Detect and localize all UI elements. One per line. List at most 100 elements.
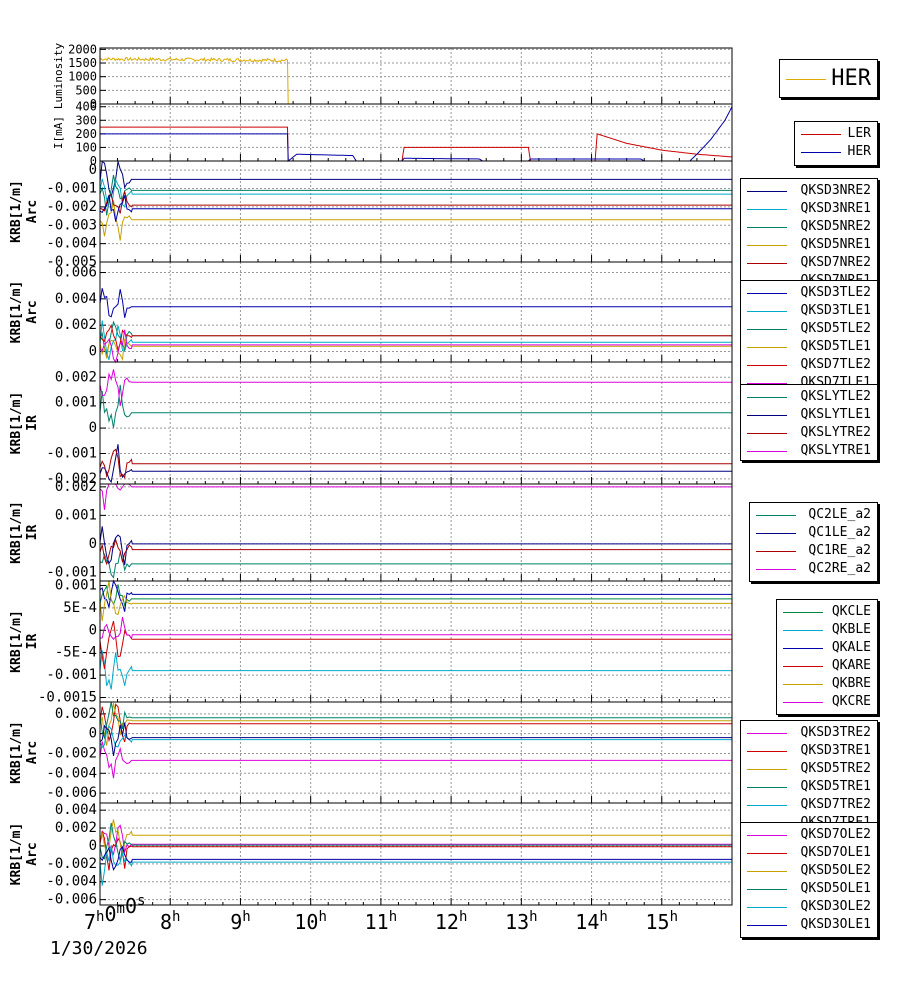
legend-swatch (747, 329, 787, 330)
y-tick-label: -0.004 (46, 236, 97, 252)
y-tick-label: 0.002 (55, 706, 97, 722)
y-axis-label: KRB[1/m] (9, 501, 24, 564)
series-QKSD3TLE1 (99, 320, 732, 360)
series-HER (99, 56, 732, 105)
series-QKSD3TLE2 (99, 288, 732, 318)
legend-swatch (783, 666, 823, 667)
legend-label: QKSD7NRE2 (800, 255, 871, 270)
legend-entry: QKSD5OLE2 (741, 862, 877, 880)
legend-swatch (747, 451, 787, 452)
legend-label: QKSD3OLE1 (800, 917, 871, 932)
legend-swatch (747, 835, 787, 836)
legend-entry: HER (795, 143, 877, 161)
y-axis-label: IR (25, 415, 40, 431)
y-axis-label: KRB[1/m] (9, 392, 24, 455)
y-tick-label: 0.002 (55, 479, 97, 495)
legend-label: QKBLE (831, 622, 871, 637)
legend-entry: QKSD5TLE2 (741, 320, 877, 338)
y-tick-label: -0.002 (46, 745, 97, 761)
series-QKCLE (99, 584, 732, 608)
legend-swatch (747, 433, 787, 434)
series-QKSD5TRE1 (99, 701, 732, 740)
legend-swatch (747, 383, 787, 384)
y-axis-label: KRB[1/m] (9, 281, 24, 344)
legend-swatch (747, 365, 787, 366)
panel-ir1: 0.002 0.001 0 -0.001 -0.002 KRB[1/m] IR (9, 361, 733, 487)
series-QKSD7NRE2 (99, 191, 732, 214)
legend-entry: QKSD3TLE1 (741, 302, 877, 320)
y-axis-label: Arc (25, 300, 40, 323)
x-tick-label: 9h (230, 909, 250, 934)
y-tick-label: 1000 (68, 70, 97, 84)
legend-ir1: QKSLYTLE2 QKSLYTLE1 QKSLYTRE2 QKSLYTRE1 (740, 384, 878, 461)
legend-entry: QKSD5OLE1 (741, 880, 877, 898)
legend-swatch (783, 648, 823, 649)
x-tick-label: 10h (294, 909, 327, 934)
legend-swatch (756, 569, 796, 570)
legend-swatch (756, 551, 796, 552)
legend-swatch (747, 787, 787, 788)
legend-entry: QC2RE_a2 (750, 560, 877, 578)
legend-label: QKSLYTLE1 (800, 407, 871, 422)
series-LER (100, 126, 733, 162)
legend-entry: QKSD5TRE1 (741, 778, 877, 796)
legend-swatch (747, 871, 787, 872)
y-tick-label: 0.004 (55, 291, 97, 307)
legend-entry: QKALE (777, 639, 877, 657)
legend-arc4: QKSD7OLE2 QKSD7OLE1 QKSD5OLE2 QKSD5OLE1 QKSD… (740, 822, 878, 938)
series-QC2LE_a2 (99, 552, 732, 579)
legend-label: QKSD5TRE1 (800, 779, 871, 794)
y-axis-label: Luminosity (52, 43, 65, 110)
x-axis: 7h0m0s 8h 9h 10h 11h 12h 13h 14h 15h (84, 893, 678, 934)
legend-cur: LER HER (794, 121, 878, 166)
panel-frame (99, 483, 733, 582)
panel-frame (99, 103, 733, 162)
legend-label: QKSD7OLE1 (800, 845, 871, 860)
legend-label: QKSD7TRE2 (800, 797, 871, 812)
legend-swatch (747, 397, 787, 398)
series-QKSLYTRE2 (99, 448, 732, 479)
legend-label: QKSD7TLE2 (800, 357, 871, 372)
series-QC2RE_a2 (99, 483, 732, 510)
legend-label: QKSD3TRE1 (800, 743, 871, 758)
y-tick-label: -0.001 (46, 181, 97, 197)
y-tick-label: 0.001 (55, 395, 97, 411)
y-tick-label: 0.006 (55, 265, 97, 281)
y-tick-label: 0 (90, 154, 97, 168)
series-QC1LE_a2 (99, 526, 732, 565)
legend-swatch (747, 733, 787, 734)
series-QKSD7NRE1 (99, 195, 732, 222)
y-axis-label: I[mA] (52, 116, 65, 149)
y-axis-label: KRB[1/m] (9, 823, 24, 886)
legend-label: QKSD3OLE2 (800, 899, 871, 914)
legend-label: QKSD5TLE1 (800, 339, 871, 354)
series-QKBLE (99, 650, 732, 690)
y-axis-label: KRB[1/m] (9, 610, 24, 673)
y-tick-label: 0.001 (55, 577, 97, 593)
series-QKCRE (99, 616, 732, 640)
series-QKSD5OLE1 (99, 822, 732, 861)
legend-swatch (756, 533, 796, 534)
y-tick-label: 0 (89, 162, 97, 178)
panel-ir3: 0.001 5E-4 0 -5E-4 -0.001 -0.0015 KRB[1/m] IR (9, 577, 733, 706)
series-QKSD7TRE2 (99, 725, 732, 749)
series-HER (100, 106, 733, 163)
legend-entry: QC2LE_a2 (750, 506, 877, 524)
legend-entry: QKBRE (777, 675, 877, 693)
y-axis-label: Arc (25, 842, 40, 865)
legend-swatch (801, 152, 841, 153)
y-tick-label: -0.004 (46, 874, 97, 890)
series-QKSD7OLE1 (99, 831, 732, 871)
series-QKSD3NRE2 (99, 160, 732, 198)
legend-label: QKSD5NRE1 (800, 237, 871, 252)
series-QKSD5OLE2 (99, 819, 732, 856)
legend-label: QKALE (831, 640, 871, 655)
panel-frame (99, 802, 733, 906)
series-QKBRE (99, 580, 732, 622)
legend-label: QKSLYTRE2 (800, 425, 871, 440)
legend-entry: LER (795, 125, 877, 143)
y-tick-label: -0.0015 (38, 690, 97, 706)
legend-entry: QKSD3TRE2 (741, 724, 877, 742)
